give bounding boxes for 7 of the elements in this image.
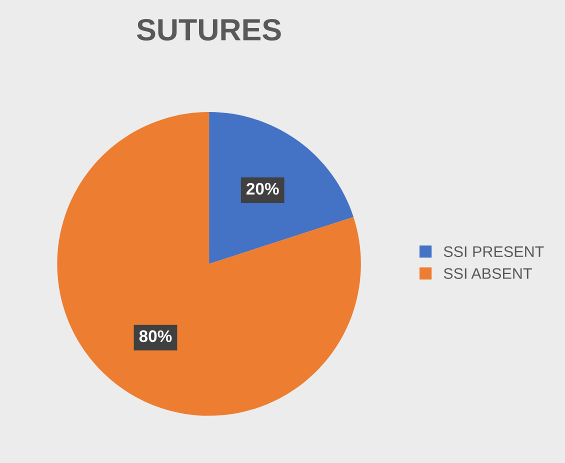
legend-label: SSI ABSENT	[444, 268, 532, 279]
pie-slice	[57, 112, 361, 416]
legend-label: SSI PRESENT	[444, 246, 544, 258]
pie-slice	[209, 112, 354, 264]
data-label: 20%	[246, 182, 279, 195]
data-label: 80%	[139, 330, 172, 342]
chart-title: SUTURES	[136, 18, 281, 41]
